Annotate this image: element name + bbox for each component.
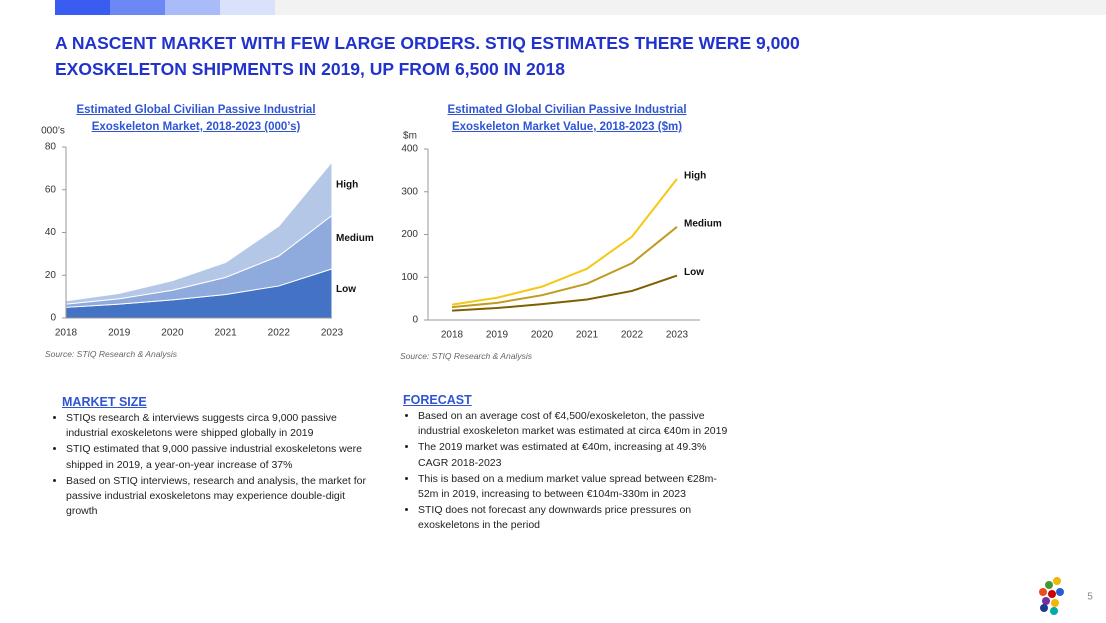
bullet: STIQ estimated that 9,000 passive indust… <box>66 442 376 472</box>
y-tick-label: 0 <box>50 313 56 324</box>
y-tick-label: 0 <box>412 315 418 326</box>
series-label: Low <box>684 267 704 278</box>
x-tick-label: 2023 <box>666 330 689 341</box>
header-bar <box>55 0 110 15</box>
bullet: STIQs research & interviews suggests cir… <box>66 411 376 441</box>
y-tick-label: 100 <box>401 272 418 283</box>
area <box>65 160 333 305</box>
section-heading: FORECAST <box>403 393 472 407</box>
x-tick-label: 2019 <box>486 330 509 341</box>
chart-title: Estimated Global Civilian Passive Indust… <box>76 104 316 133</box>
x-tick-label: 2019 <box>108 328 131 339</box>
bullet-list: Based on an average cost of €4,500/exosk… <box>402 409 736 535</box>
y-tick-label: 200 <box>401 229 418 240</box>
line <box>451 274 678 312</box>
header-bar <box>165 0 220 15</box>
x-tick-label: 2020 <box>161 328 184 339</box>
header-bar <box>220 0 275 15</box>
bullet-list: STIQs research & interviews suggests cir… <box>50 411 376 520</box>
y-tick-label: 80 <box>45 142 57 153</box>
x-tick-label: 2021 <box>214 328 237 339</box>
x-tick-label: 2023 <box>321 328 344 339</box>
section-heading: MARKET SIZE <box>62 395 147 409</box>
bullet: Based on STIQ interviews, research and a… <box>66 474 376 520</box>
bullet: The 2019 market was estimated at €40m, i… <box>418 440 736 470</box>
header-bar <box>275 0 1106 15</box>
source: Source: STIQ Research & Analysis <box>400 351 532 361</box>
series-label: High <box>684 171 706 182</box>
y-tick-label: 400 <box>401 144 418 155</box>
x-tick-label: 2018 <box>441 330 464 341</box>
y-unit: 000’s <box>41 126 65 137</box>
y-tick-label: 20 <box>45 270 57 281</box>
header-bar <box>110 0 165 15</box>
x-tick-label: 2022 <box>621 330 644 341</box>
series-label: Medium <box>684 218 722 229</box>
x-tick-label: 2018 <box>55 328 78 339</box>
x-tick-label: 2020 <box>531 330 554 341</box>
logo <box>1039 577 1064 615</box>
line <box>451 178 678 306</box>
y-tick-label: 60 <box>45 184 57 195</box>
slide-title: A NASCENT MARKET WITH FEW LARGE ORDERS. … <box>55 33 800 79</box>
line <box>451 226 678 309</box>
series-label: Medium <box>336 233 374 244</box>
x-tick-label: 2021 <box>576 330 599 341</box>
y-tick-label: 40 <box>45 227 57 238</box>
bullet: Based on an average cost of €4,500/exosk… <box>418 409 736 439</box>
series-label: High <box>336 179 358 190</box>
page-number: 5 <box>1087 592 1093 603</box>
chart-title: Estimated Global Civilian Passive Indust… <box>447 104 687 133</box>
bullet: STIQ does not forecast any downwards pri… <box>418 503 736 533</box>
series-label: Low <box>336 284 356 295</box>
x-tick-label: 2022 <box>268 328 291 339</box>
source: Source: STIQ Research & Analysis <box>45 349 177 359</box>
y-unit: $m <box>403 131 417 142</box>
bullet: This is based on a medium market value s… <box>418 472 736 502</box>
y-tick-label: 300 <box>401 186 418 197</box>
